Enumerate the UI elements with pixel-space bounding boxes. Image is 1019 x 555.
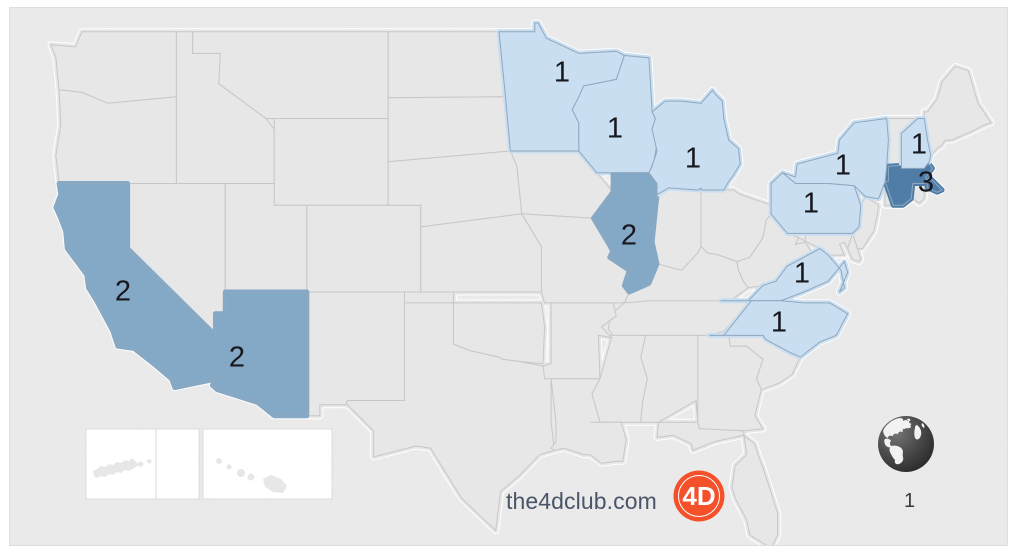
svg-text:4D: 4D: [682, 481, 715, 511]
